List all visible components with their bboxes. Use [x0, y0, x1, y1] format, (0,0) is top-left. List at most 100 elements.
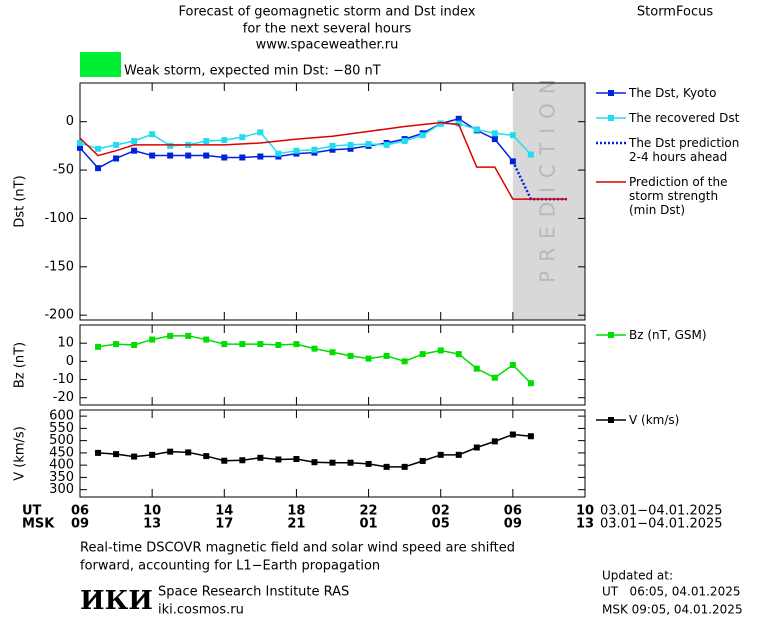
legend-marker — [608, 332, 614, 338]
marker — [383, 141, 390, 148]
y-tick-label: 500 — [49, 433, 74, 448]
updated-ut: UT 06:05, 04.01.2025 — [602, 585, 740, 599]
x-tick-label: 01 — [360, 517, 378, 532]
marker — [509, 362, 516, 368]
marker — [347, 352, 354, 359]
msk-label: MSK — [22, 517, 55, 532]
institute: Space Research Institute RAS — [158, 585, 349, 600]
x-tick-label: 18 — [287, 504, 305, 519]
marker — [383, 463, 390, 470]
legend-label: Bz (nT, GSM) — [629, 328, 707, 342]
marker — [239, 341, 246, 348]
marker — [293, 147, 300, 154]
x-tick-label: 10 — [143, 504, 161, 519]
series-line — [79, 117, 514, 170]
marker — [95, 449, 102, 456]
marker — [383, 352, 390, 359]
marker — [473, 365, 480, 372]
y-tick-label: -200 — [44, 308, 74, 323]
legend-label: The recovered Dst — [628, 111, 740, 125]
marker — [167, 142, 174, 149]
x-tick-label: 09 — [71, 517, 89, 532]
marker — [113, 141, 120, 148]
marker — [131, 138, 138, 145]
legend-marker — [608, 417, 614, 423]
marker — [419, 457, 426, 464]
x-tick-label: 10 — [576, 504, 594, 519]
marker — [491, 374, 498, 381]
title: Forecast of geomagnetic storm and Dst in… — [178, 5, 475, 20]
marker — [365, 460, 372, 467]
marker — [437, 120, 444, 127]
marker — [491, 438, 498, 445]
marker — [257, 341, 264, 348]
updated-msk: MSK 09:05, 04.01.2025 — [602, 603, 743, 617]
marker — [401, 463, 408, 470]
series-line — [97, 335, 532, 384]
marker — [77, 144, 83, 151]
marker — [77, 139, 83, 146]
marker — [203, 152, 210, 159]
marker — [527, 151, 534, 158]
x-tick-label: 21 — [287, 517, 305, 532]
marker — [311, 345, 318, 352]
marker — [347, 459, 354, 466]
marker — [203, 138, 210, 145]
x-tick-label: 06 — [504, 504, 522, 519]
y-tick-label: -10 — [53, 372, 74, 387]
marker — [275, 150, 282, 157]
marker — [113, 451, 120, 458]
x-tick-label: 17 — [215, 517, 233, 532]
marker — [455, 115, 462, 122]
marker — [365, 355, 372, 362]
legend-label: V (km/s) — [629, 413, 679, 427]
marker — [221, 137, 228, 144]
title: for the next several hours — [243, 22, 412, 37]
marker — [347, 145, 354, 152]
note: Real-time DSCOVR magnetic field and sola… — [80, 541, 515, 556]
y-tick-label: -150 — [44, 259, 74, 274]
marker — [239, 457, 246, 464]
marker — [437, 451, 444, 458]
x-tick-label: 22 — [360, 504, 378, 519]
marker — [437, 347, 444, 354]
marker — [149, 152, 156, 159]
plot-frame — [79, 324, 586, 406]
marker — [491, 136, 498, 143]
y-axis-label: V (km/s) — [13, 426, 28, 481]
series-line — [79, 121, 567, 200]
marker — [95, 145, 102, 152]
y-tick-label: 350 — [49, 470, 74, 485]
marker — [257, 454, 264, 461]
marker — [527, 380, 534, 387]
marker — [113, 341, 120, 348]
marker — [509, 132, 516, 139]
marker — [491, 130, 498, 137]
y-tick-label: 450 — [49, 445, 74, 460]
msk-dates: 03.01−04.01.2025 — [600, 517, 723, 532]
marker — [401, 138, 408, 145]
y-axis-label: Bz (nT) — [13, 342, 28, 388]
marker — [329, 459, 336, 466]
title: www.spaceweather.ru — [256, 38, 399, 53]
marker — [185, 332, 192, 339]
marker — [221, 457, 228, 464]
marker — [527, 433, 534, 440]
status-text: Weak storm, expected min Dst: −80 nT — [124, 64, 381, 79]
updated-label: Updated at: — [602, 569, 673, 583]
marker — [167, 152, 174, 159]
marker — [95, 343, 102, 350]
marker — [203, 336, 210, 343]
legend-label: The Dst, Kyoto — [628, 86, 716, 100]
marker — [149, 131, 156, 138]
y-tick-label: 600 — [49, 409, 74, 424]
x-tick-label: 02 — [432, 504, 450, 519]
y-tick-label: 550 — [49, 421, 74, 436]
plot-frame — [79, 82, 586, 321]
marker — [131, 453, 138, 460]
y-tick-label: -100 — [44, 211, 74, 226]
prediction-region — [512, 83, 585, 320]
marker — [239, 154, 246, 161]
y-tick-label: 0 — [66, 114, 74, 129]
marker — [473, 444, 480, 451]
